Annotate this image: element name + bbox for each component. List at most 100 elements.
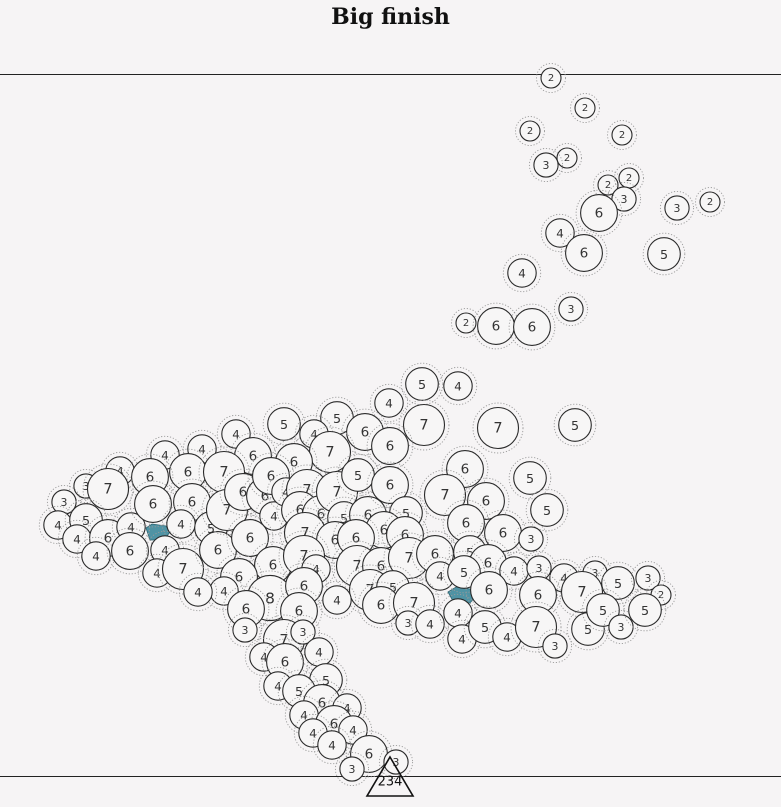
bubble-circle bbox=[611, 186, 637, 212]
bubble-label: 5 bbox=[402, 506, 410, 521]
bubble-circle bbox=[628, 593, 662, 627]
bubble-label: 4 bbox=[194, 586, 202, 600]
page-title: Big finish bbox=[331, 4, 450, 30]
bubble-node: 5 bbox=[553, 403, 597, 447]
bubble-halo bbox=[280, 562, 328, 610]
bubble-label: 3 bbox=[568, 303, 575, 316]
bubble-node: 4 bbox=[438, 366, 478, 406]
bubble-node: 4 bbox=[76, 536, 116, 576]
bubble-label: 5 bbox=[571, 418, 579, 433]
bubble-label: 6 bbox=[146, 470, 155, 486]
triangle-marker-icon bbox=[365, 755, 415, 797]
bubble-label: 4 bbox=[454, 380, 462, 394]
bubble-label: 2 bbox=[605, 180, 611, 191]
bubble-label: 6 bbox=[462, 516, 471, 532]
bubble-label: 6 bbox=[377, 559, 386, 575]
bubble-node: 4 bbox=[299, 632, 339, 672]
bubble-halo bbox=[659, 190, 695, 226]
bubble-circle bbox=[290, 619, 316, 645]
bubble-label: 7 bbox=[178, 562, 187, 578]
bubble-label: 5 bbox=[418, 377, 426, 392]
bubble-label: 4 bbox=[436, 570, 444, 584]
bubble-halo bbox=[182, 429, 222, 469]
bubble-halo bbox=[304, 658, 348, 702]
bubble-halo bbox=[82, 463, 134, 515]
bubble-label: 3 bbox=[621, 193, 628, 206]
bubble-label: 3 bbox=[674, 202, 681, 215]
bubble-node: 6 bbox=[366, 461, 414, 509]
bubble-label: 5 bbox=[599, 603, 607, 618]
bubble-label: 6 bbox=[431, 547, 440, 563]
bubble-label: 5 bbox=[614, 576, 622, 591]
bubble-node: 7 bbox=[82, 463, 134, 515]
bubble-node: 2 bbox=[570, 93, 600, 123]
bubble-label: 4 bbox=[458, 633, 466, 647]
bubble-label: 2 bbox=[548, 73, 554, 84]
bubble-node: 2 bbox=[614, 163, 644, 193]
bubble-label: 7 bbox=[577, 585, 586, 601]
bubble-halo bbox=[296, 549, 336, 589]
bubble-label: 6 bbox=[580, 246, 589, 262]
bubble-circle bbox=[507, 258, 537, 288]
bubble-label: 6 bbox=[461, 462, 470, 478]
bubble-circle bbox=[556, 147, 578, 169]
bubble-label: 4 bbox=[300, 709, 308, 723]
bubble-node: 2 bbox=[515, 116, 545, 146]
bubble-label: 4 bbox=[177, 518, 185, 532]
bubble-node: 3 bbox=[334, 751, 370, 787]
bubble-label: 6 bbox=[269, 558, 278, 574]
bubble-label: 3 bbox=[645, 572, 652, 585]
bubble-node: 3 bbox=[603, 609, 639, 645]
bubble-node: 4 bbox=[317, 580, 357, 620]
bubble-node: 7 bbox=[398, 399, 450, 451]
bubble-label: 5 bbox=[543, 503, 551, 518]
bubble-node: 2 bbox=[607, 120, 637, 150]
bubble-halo bbox=[603, 609, 639, 645]
bubble-label: 6 bbox=[184, 465, 193, 481]
bubble-halo bbox=[381, 511, 429, 559]
bubble-halo bbox=[317, 580, 357, 620]
bubble-circle bbox=[542, 633, 568, 659]
bubble-circle bbox=[267, 407, 301, 441]
bubble-label: 4 bbox=[161, 544, 169, 558]
bubble-label: 6 bbox=[352, 531, 361, 547]
bubble-label: 6 bbox=[377, 598, 386, 614]
bubble-label: 4 bbox=[309, 727, 317, 741]
bubble-halo bbox=[299, 632, 339, 672]
bubble-label: 4 bbox=[560, 572, 568, 586]
bubble-label: 6 bbox=[534, 588, 543, 604]
bubble-halo bbox=[438, 366, 478, 406]
bubble-label: 4 bbox=[315, 646, 323, 660]
bubble-label: 3 bbox=[618, 621, 625, 634]
bubble-label: 4 bbox=[312, 563, 320, 577]
bubble-label: 7 bbox=[302, 483, 311, 499]
bubble-label: 4 bbox=[310, 428, 318, 442]
bubble-label: 6 bbox=[246, 531, 255, 547]
bubble-halo bbox=[369, 383, 409, 423]
bubble-halo bbox=[333, 710, 373, 750]
bubble-halo bbox=[607, 120, 637, 150]
bubble-halo bbox=[537, 628, 573, 664]
bubble-label: 5 bbox=[333, 411, 341, 426]
bubble-label: 3 bbox=[349, 763, 356, 776]
bubble-circle bbox=[601, 566, 635, 600]
bubble-halo bbox=[553, 291, 589, 327]
bubble-halo bbox=[510, 601, 562, 653]
bubble-label: 6 bbox=[492, 319, 501, 335]
bubble-label: 6 bbox=[267, 469, 276, 485]
bubble-circle bbox=[447, 555, 481, 589]
bubble-circle bbox=[580, 194, 618, 232]
bubble-label: 4 bbox=[127, 521, 135, 535]
bubble-label: 4 bbox=[426, 618, 434, 632]
bubble-label: 5 bbox=[354, 468, 362, 483]
bubble-circle bbox=[558, 296, 584, 322]
bubble-label: 3 bbox=[552, 640, 559, 653]
bubble-label: 3 bbox=[528, 533, 535, 546]
bubble-label: 5 bbox=[526, 471, 534, 486]
bubble-halo bbox=[332, 514, 380, 562]
bubble-label: 5 bbox=[82, 513, 90, 528]
bubble-label: 5 bbox=[641, 603, 649, 618]
bubble-label: 3 bbox=[242, 624, 249, 637]
bubble-node: 3 bbox=[285, 614, 321, 650]
